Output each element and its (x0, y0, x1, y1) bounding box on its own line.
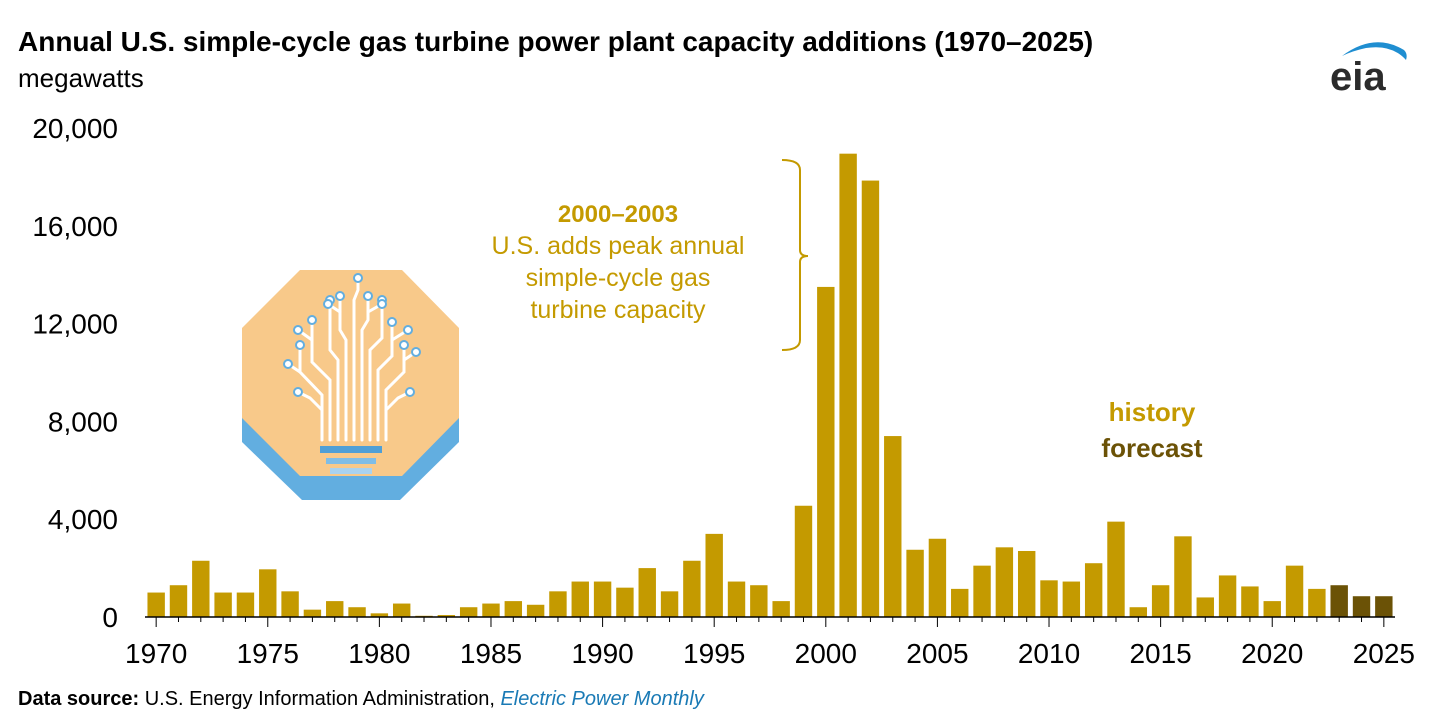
bulb-socket-stripe (320, 446, 382, 453)
bar-forecast-2025 (1375, 596, 1393, 617)
annotation-heading: 2000–2003 (558, 201, 678, 228)
x-tick-label: 2015 (1129, 638, 1191, 669)
bar-history-2002 (861, 180, 880, 617)
bar-history-2001 (839, 153, 857, 618)
bar-history-1987 (526, 604, 545, 617)
bar-history-2015 (1151, 585, 1170, 617)
bar-history-1980 (370, 613, 389, 617)
annotation-bracket (781, 159, 809, 351)
bar-history-2022 (1308, 588, 1326, 617)
y-tick-label: 12,000 (32, 309, 118, 340)
bar-history-2004 (906, 549, 924, 617)
lightbulb-icon-background (242, 270, 459, 476)
lightbulb-tree-icon (242, 270, 459, 500)
x-axis: 1970 1975 1980 1985 1990 1995 2000 2005 2010 2015… (125, 617, 1415, 669)
data-source-label: Data source: (18, 688, 140, 710)
bar-history-2017 (1196, 597, 1214, 617)
x-tick-label: 1990 (571, 638, 633, 669)
bar-history-2013 (1107, 521, 1125, 617)
bar-history-1978 (326, 601, 344, 617)
bar-history-2020 (1263, 601, 1281, 617)
x-tick-label: 1975 (237, 638, 299, 669)
bulb-socket-stripe (326, 458, 376, 464)
bar-history-1973 (214, 592, 232, 617)
bar-history-2006 (951, 588, 969, 617)
y-tick-label: 4,000 (48, 504, 118, 535)
bar-history-2016 (1174, 536, 1192, 617)
bar-history-2018 (1218, 575, 1237, 617)
bulb-socket-stripe (330, 468, 372, 474)
legend-forecast: forecast (1101, 433, 1202, 463)
bar-history-1984 (459, 607, 478, 617)
chart-subtitle: megawatts (18, 63, 144, 93)
bar-history-1996 (727, 581, 746, 617)
bar-history-1971 (169, 585, 188, 617)
bar-history-1972 (192, 560, 210, 617)
bar-history-1989 (571, 581, 589, 617)
bar-history-2019 (1241, 586, 1259, 617)
bar-history-2005 (928, 538, 947, 617)
bar-history-2009 (1017, 550, 1036, 617)
bar-history-1976 (281, 591, 299, 617)
bar-history-2003 (884, 436, 902, 617)
bar-history-1983 (437, 615, 456, 617)
y-tick-label: 0 (102, 602, 118, 633)
bar-history-1974 (236, 592, 255, 617)
y-tick-label: 8,000 (48, 406, 118, 437)
legend-history: history (1109, 397, 1196, 427)
x-tick-label: 2010 (1018, 638, 1080, 669)
x-tick-label: 1985 (460, 638, 522, 669)
data-source-text: U.S. Energy Information Administration, (144, 688, 495, 710)
bar-history-1977 (303, 609, 322, 617)
eia-logo-swoosh (1342, 42, 1407, 60)
annotation-line: U.S. adds peak annual (492, 232, 745, 260)
eia-logo-text: eia (1330, 55, 1386, 98)
bar-history-1970 (147, 592, 165, 617)
annotation-line: turbine capacity (530, 296, 706, 324)
x-tick-label: 2025 (1353, 638, 1415, 669)
bar-forecast-2023 (1330, 585, 1348, 617)
x-tick-label: 2020 (1241, 638, 1303, 669)
bar-history-2010 (1040, 580, 1058, 617)
x-tick-label: 2005 (906, 638, 968, 669)
bar-history-1995 (705, 533, 723, 617)
bar-history-1999 (794, 505, 813, 617)
data-source-footer: Data source: U.S. Energy Information Adm… (18, 688, 704, 711)
bar-history-1993 (660, 591, 679, 617)
bar-history-1985 (482, 603, 500, 617)
bar-history-2011 (1062, 581, 1081, 617)
bar-history-1994 (683, 560, 701, 617)
bar-history-1981 (392, 603, 411, 617)
y-tick-label: 20,000 (32, 113, 118, 144)
bar-history-2014 (1129, 607, 1148, 617)
eia-logo: eia (1330, 42, 1407, 98)
bar-forecast-2024 (1352, 596, 1371, 617)
bar-history-1997 (750, 585, 768, 617)
y-axis: 0 4,000 8,000 12,000 16,000 20,000 (32, 113, 118, 633)
bar-history-2021 (1285, 565, 1304, 617)
bars (147, 153, 1393, 618)
annotation-line: simple-cycle gas (526, 264, 711, 292)
bar-history-1992 (638, 568, 656, 617)
bar-history-1990 (593, 581, 612, 617)
bar-history-2000 (817, 286, 835, 617)
chart-title: Annual U.S. simple-cycle gas turbine pow… (18, 26, 1094, 57)
x-tick-label: 1995 (683, 638, 745, 669)
bar-history-1979 (348, 607, 366, 617)
x-tick-label: 2000 (795, 638, 857, 669)
bar-history-2012 (1084, 563, 1103, 617)
y-tick-label: 16,000 (32, 211, 118, 242)
bar-history-1988 (549, 591, 567, 617)
bar-history-2007 (973, 565, 991, 617)
bar-history-1991 (616, 587, 634, 617)
x-tick-label: 1980 (348, 638, 410, 669)
publication-link[interactable]: Electric Power Monthly (500, 688, 704, 710)
bar-history-1975 (259, 569, 277, 617)
bar-history-2008 (995, 547, 1014, 617)
x-tick-label: 1970 (125, 638, 187, 669)
bar-history-1986 (504, 601, 523, 617)
bar-history-1998 (772, 601, 790, 617)
circuit-nodes-icon (283, 273, 421, 397)
